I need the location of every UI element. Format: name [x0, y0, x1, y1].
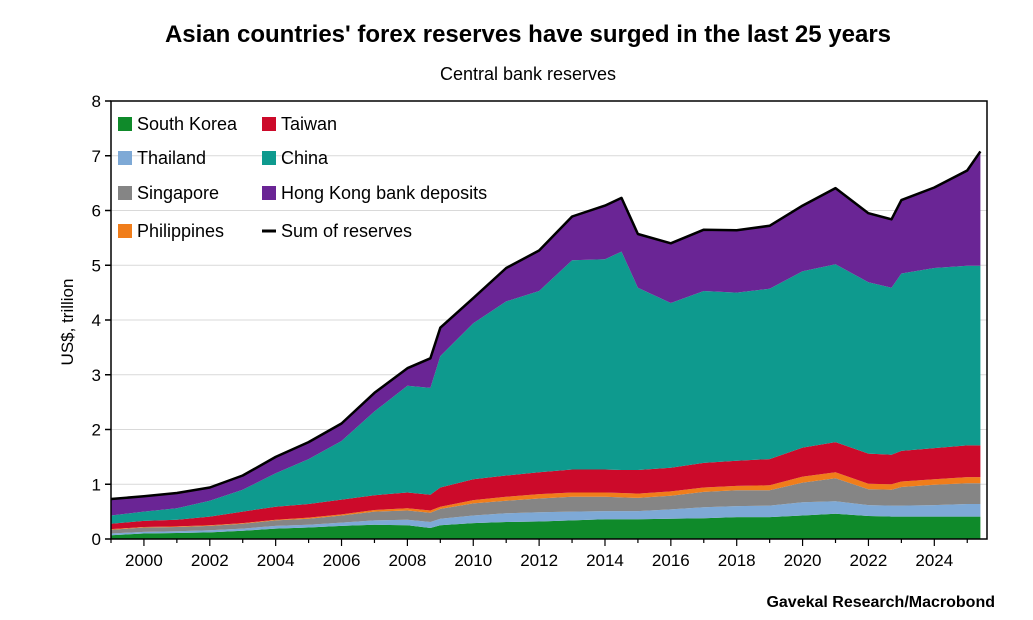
legend-label-taiwan: Taiwan — [281, 114, 337, 134]
legend-label-china: China — [281, 148, 329, 168]
legend-label-philippines: Philippines — [137, 221, 224, 241]
y-tick-label-1: 1 — [92, 475, 101, 494]
source-note: Gavekal Research/Macrobond — [766, 594, 995, 611]
legend-label-thailand: Thailand — [137, 148, 206, 168]
x-tick-label-2004: 2004 — [257, 551, 295, 570]
sum-line-layer — [110, 150, 982, 501]
area-china — [111, 251, 981, 524]
legend-swatch-hong-kong-bank-deposits — [262, 186, 276, 200]
y-tick-label-4: 4 — [92, 311, 101, 330]
x-tick-label-2018: 2018 — [718, 551, 756, 570]
x-tick-label-2008: 2008 — [388, 551, 426, 570]
legend-swatch-taiwan — [262, 117, 276, 131]
legend-label-south-korea: South Korea — [137, 114, 238, 134]
x-tick-label-2002: 2002 — [191, 551, 229, 570]
y-tick-label-8: 8 — [92, 92, 101, 111]
area-singapore — [111, 478, 981, 534]
y-axis: 0 1 2 3 4 5 6 7 8 — [92, 92, 111, 549]
legend-label-singapore: Singapore — [137, 183, 219, 203]
x-tick-label-2020: 2020 — [784, 551, 822, 570]
x-tick-label-2024: 2024 — [915, 551, 953, 570]
area-hong-kong-bank-deposits — [111, 151, 981, 516]
y-tick-label-3: 3 — [92, 366, 101, 385]
legend: South Korea Taiwan Thailand China Singapore H… — [118, 114, 487, 241]
legend-label-sum-of-reserves: Sum of reserves — [281, 221, 412, 241]
x-tick-label-2016: 2016 — [652, 551, 690, 570]
y-tick-label-2: 2 — [92, 421, 101, 440]
y-tick-label-7: 7 — [92, 147, 101, 166]
stacked-areas — [111, 151, 981, 539]
y-axis-label: US$, trillion — [58, 279, 77, 366]
y-tick-label-5: 5 — [92, 256, 101, 275]
y-tick-label-6: 6 — [92, 202, 101, 221]
legend-swatch-thailand — [118, 151, 132, 165]
x-tick-label-2014: 2014 — [586, 551, 624, 570]
area-thailand — [111, 501, 981, 536]
x-tick-label-2022: 2022 — [850, 551, 888, 570]
x-tick-label-2000: 2000 — [125, 551, 163, 570]
area-south-korea — [111, 513, 981, 539]
x-tick-label-2012: 2012 — [520, 551, 558, 570]
legend-swatch-philippines — [118, 224, 132, 238]
line-sum-of-reserves — [110, 150, 982, 501]
chart-subtitle: Central bank reserves — [440, 64, 616, 84]
legend-swatch-south-korea — [118, 117, 132, 131]
x-tick-label-2010: 2010 — [454, 551, 492, 570]
legend-swatch-singapore — [118, 186, 132, 200]
x-axis: 2000 2002 2004 2006 2008 2010 2012 2014 2016 2018… — [110, 539, 968, 570]
area-taiwan — [111, 442, 981, 530]
x-tick-label-2006: 2006 — [323, 551, 361, 570]
legend-label-hong-kong-bank-deposits: Hong Kong bank deposits — [281, 183, 487, 203]
area-philippines — [111, 472, 981, 530]
chart-title: Asian countries' forex reserves have sur… — [165, 21, 891, 48]
y-tick-label-0: 0 — [92, 530, 101, 549]
legend-swatch-china — [262, 151, 276, 165]
